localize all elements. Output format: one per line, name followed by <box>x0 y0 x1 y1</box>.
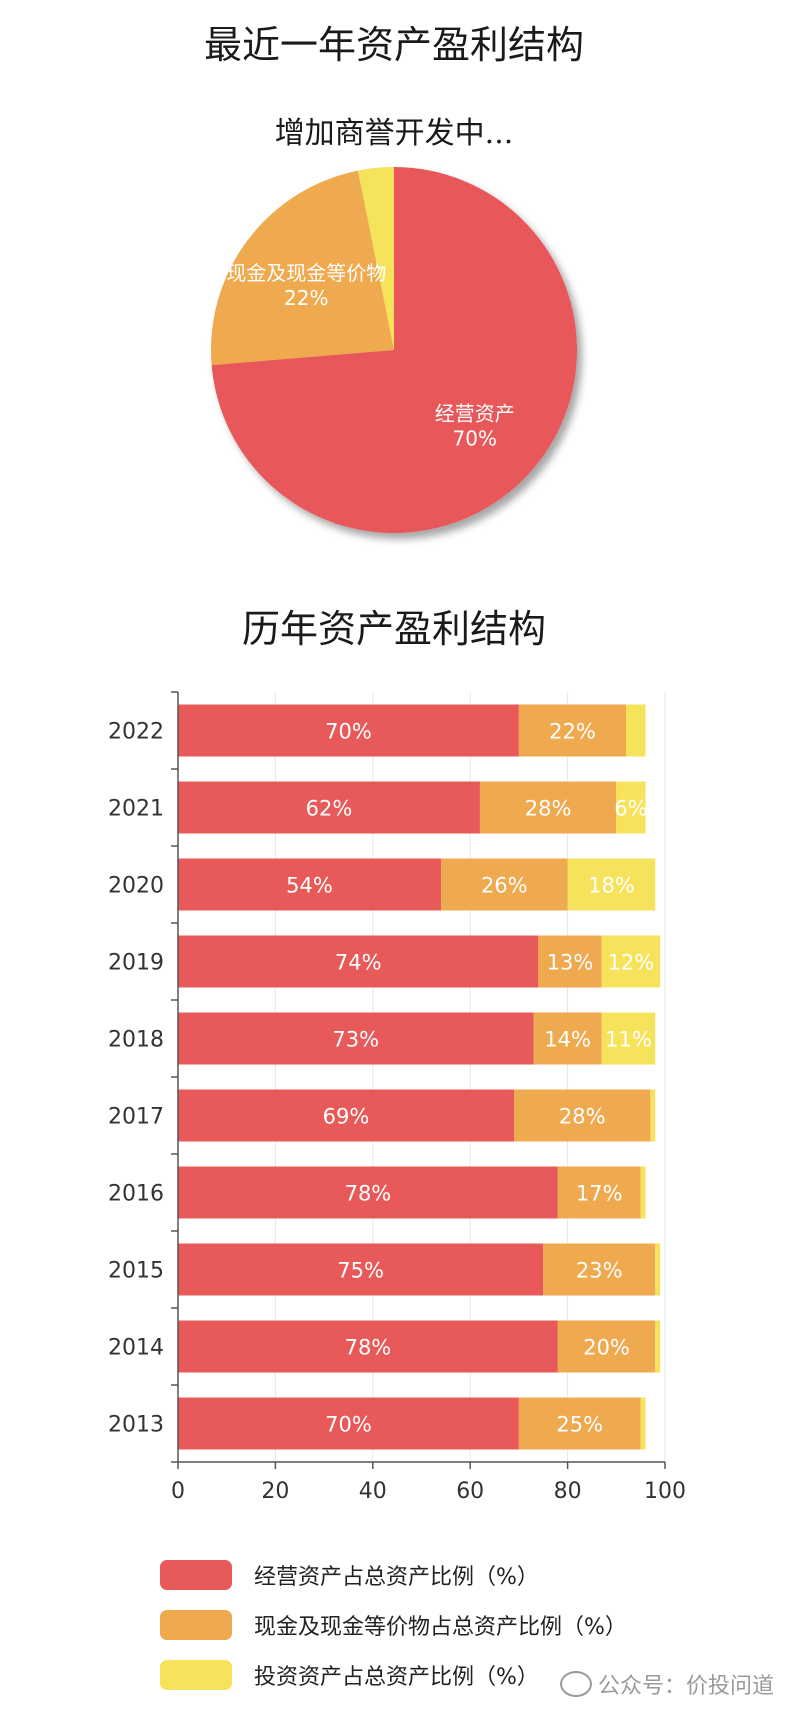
bar-segment[interactable] <box>601 935 661 988</box>
legend-label-cash: 现金及现金等价物占总资产比例（%） <box>254 1615 627 1640</box>
legend-label-operating: 经营资产占总资产比例（%） <box>254 1565 539 1590</box>
bar-data-label: 12% <box>608 951 655 975</box>
bar-segment[interactable] <box>178 1166 558 1219</box>
bar-data-label: 20% <box>583 1336 630 1360</box>
page-title: 最近一年资产盈利结构 <box>203 23 584 67</box>
bar-segment[interactable] <box>178 1012 534 1065</box>
bar-data-label: 26% <box>481 874 528 898</box>
bar-segment[interactable] <box>557 1320 656 1373</box>
x-tick-label: 40 <box>359 1479 387 1504</box>
y-tick-label: 2020 <box>108 874 164 899</box>
y-tick-label: 2022 <box>108 720 164 745</box>
x-tick-label: 20 <box>261 1479 289 1504</box>
bar-data-label: 23% <box>576 1259 623 1283</box>
bar-data-label: 22% <box>549 720 596 744</box>
bar-segment[interactable] <box>178 1089 515 1142</box>
x-tick-label: 80 <box>554 1479 582 1504</box>
bar-data-label: 62% <box>306 797 353 821</box>
bar-data-label: 14% <box>544 1028 591 1052</box>
legend-item-investment[interactable]: 投资资产占总资产比例（%） <box>160 1650 627 1700</box>
bar-data-label: 28% <box>525 797 572 821</box>
legend-item-cash[interactable]: 现金及现金等价物占总资产比例（%） <box>160 1600 627 1650</box>
y-tick-label: 2015 <box>108 1259 164 1284</box>
bar-data-label: 25% <box>556 1413 603 1437</box>
bar-segment[interactable] <box>655 1320 661 1373</box>
bar-segment[interactable] <box>538 935 602 988</box>
pie-slice-0[interactable] <box>211 167 578 533</box>
bar-segment[interactable] <box>557 1166 641 1219</box>
bar-data-label: 13% <box>547 951 594 975</box>
bar-data-label: 18% <box>588 874 635 898</box>
bar-data-label: 73% <box>332 1028 379 1052</box>
bar-data-label: 17% <box>576 1182 623 1206</box>
bar-segment[interactable] <box>567 858 656 911</box>
wechat-icon <box>559 1671 592 1697</box>
bar-data-label: 70% <box>325 1413 372 1437</box>
legend-swatch-investment <box>160 1660 232 1690</box>
pie-label-0: 经营资产 <box>435 401 515 425</box>
pie-slice-1[interactable] <box>211 170 394 366</box>
y-tick-label: 2013 <box>108 1413 164 1438</box>
bar-segment[interactable] <box>479 781 617 834</box>
x-tick-label: 60 <box>456 1479 484 1504</box>
chart-legend: 经营资产占总资产比例（%） 现金及现金等价物占总资产比例（%） 投资资产占总资产… <box>160 1550 627 1700</box>
bar-segment[interactable] <box>440 858 568 911</box>
pie-pct-0: 70% <box>453 426 497 450</box>
legend-swatch-operating <box>160 1560 232 1590</box>
watermark-text: 公众号：价投问道 <box>597 1674 774 1699</box>
bar-segment[interactable] <box>178 704 519 757</box>
bar-segment[interactable] <box>543 1243 656 1296</box>
bar-chart: 70% 22% 2022 62% 28% 6% 2021 54% 26% 18% 2020 74% 13… <box>108 691 686 1504</box>
pie-slice-2[interactable] <box>357 167 394 350</box>
legend-item-operating[interactable]: 经营资产占总资产比例（%） <box>160 1550 627 1600</box>
bar-segment[interactable] <box>178 1320 558 1373</box>
bar-segment[interactable] <box>178 858 441 911</box>
legend-swatch-cash <box>160 1610 232 1640</box>
bar-data-label: 28% <box>559 1105 606 1129</box>
bar-segment[interactable] <box>178 781 480 834</box>
pie-subtitle: 增加商誉开发中... <box>274 116 514 151</box>
bar-segment[interactable] <box>518 1397 641 1450</box>
x-tick-label: 100 <box>644 1479 686 1504</box>
pie-label-1: 现金及现金等价物 <box>226 261 386 285</box>
bar-data-label: 75% <box>337 1259 384 1283</box>
bar-data-label: 69% <box>323 1105 370 1129</box>
bar-segment[interactable] <box>601 1012 656 1065</box>
y-tick-label: 2017 <box>108 1105 164 1130</box>
bar-segment[interactable] <box>178 935 539 988</box>
y-tick-label: 2018 <box>108 1028 164 1053</box>
y-tick-label: 2014 <box>108 1336 164 1361</box>
bar-data-label: 54% <box>286 874 333 898</box>
bar-data-label: 6% <box>614 797 647 821</box>
bar-segment[interactable] <box>518 704 627 757</box>
bar-segment[interactable] <box>650 1089 656 1142</box>
bar-data-label: 70% <box>325 720 372 744</box>
legend-label-investment: 投资资产占总资产比例（%） <box>254 1665 539 1690</box>
bar-data-label: 74% <box>335 951 382 975</box>
bar-segment[interactable] <box>655 1243 661 1296</box>
bar-segment[interactable] <box>178 1397 519 1450</box>
pie-pct-1: 22% <box>284 286 328 310</box>
bar-data-label: 78% <box>345 1182 392 1206</box>
y-tick-label: 2016 <box>108 1182 164 1207</box>
bar-segment[interactable] <box>626 704 646 757</box>
bar-segment[interactable] <box>178 1243 544 1296</box>
y-tick-label: 2021 <box>108 797 164 822</box>
bar-data-label: 11% <box>605 1028 652 1052</box>
x-tick-label: 0 <box>171 1479 185 1504</box>
bar-chart-title: 历年资产盈利结构 <box>241 607 546 651</box>
bar-segment[interactable] <box>640 1166 646 1219</box>
y-tick-label: 2019 <box>108 951 164 976</box>
bar-segment[interactable] <box>640 1397 646 1450</box>
bar-segment[interactable] <box>514 1089 651 1142</box>
watermark: 公众号：价投问道 <box>559 1668 774 1700</box>
bar-segment[interactable] <box>533 1012 602 1065</box>
bar-data-label: 78% <box>345 1336 392 1360</box>
bar-segment[interactable] <box>616 781 646 834</box>
